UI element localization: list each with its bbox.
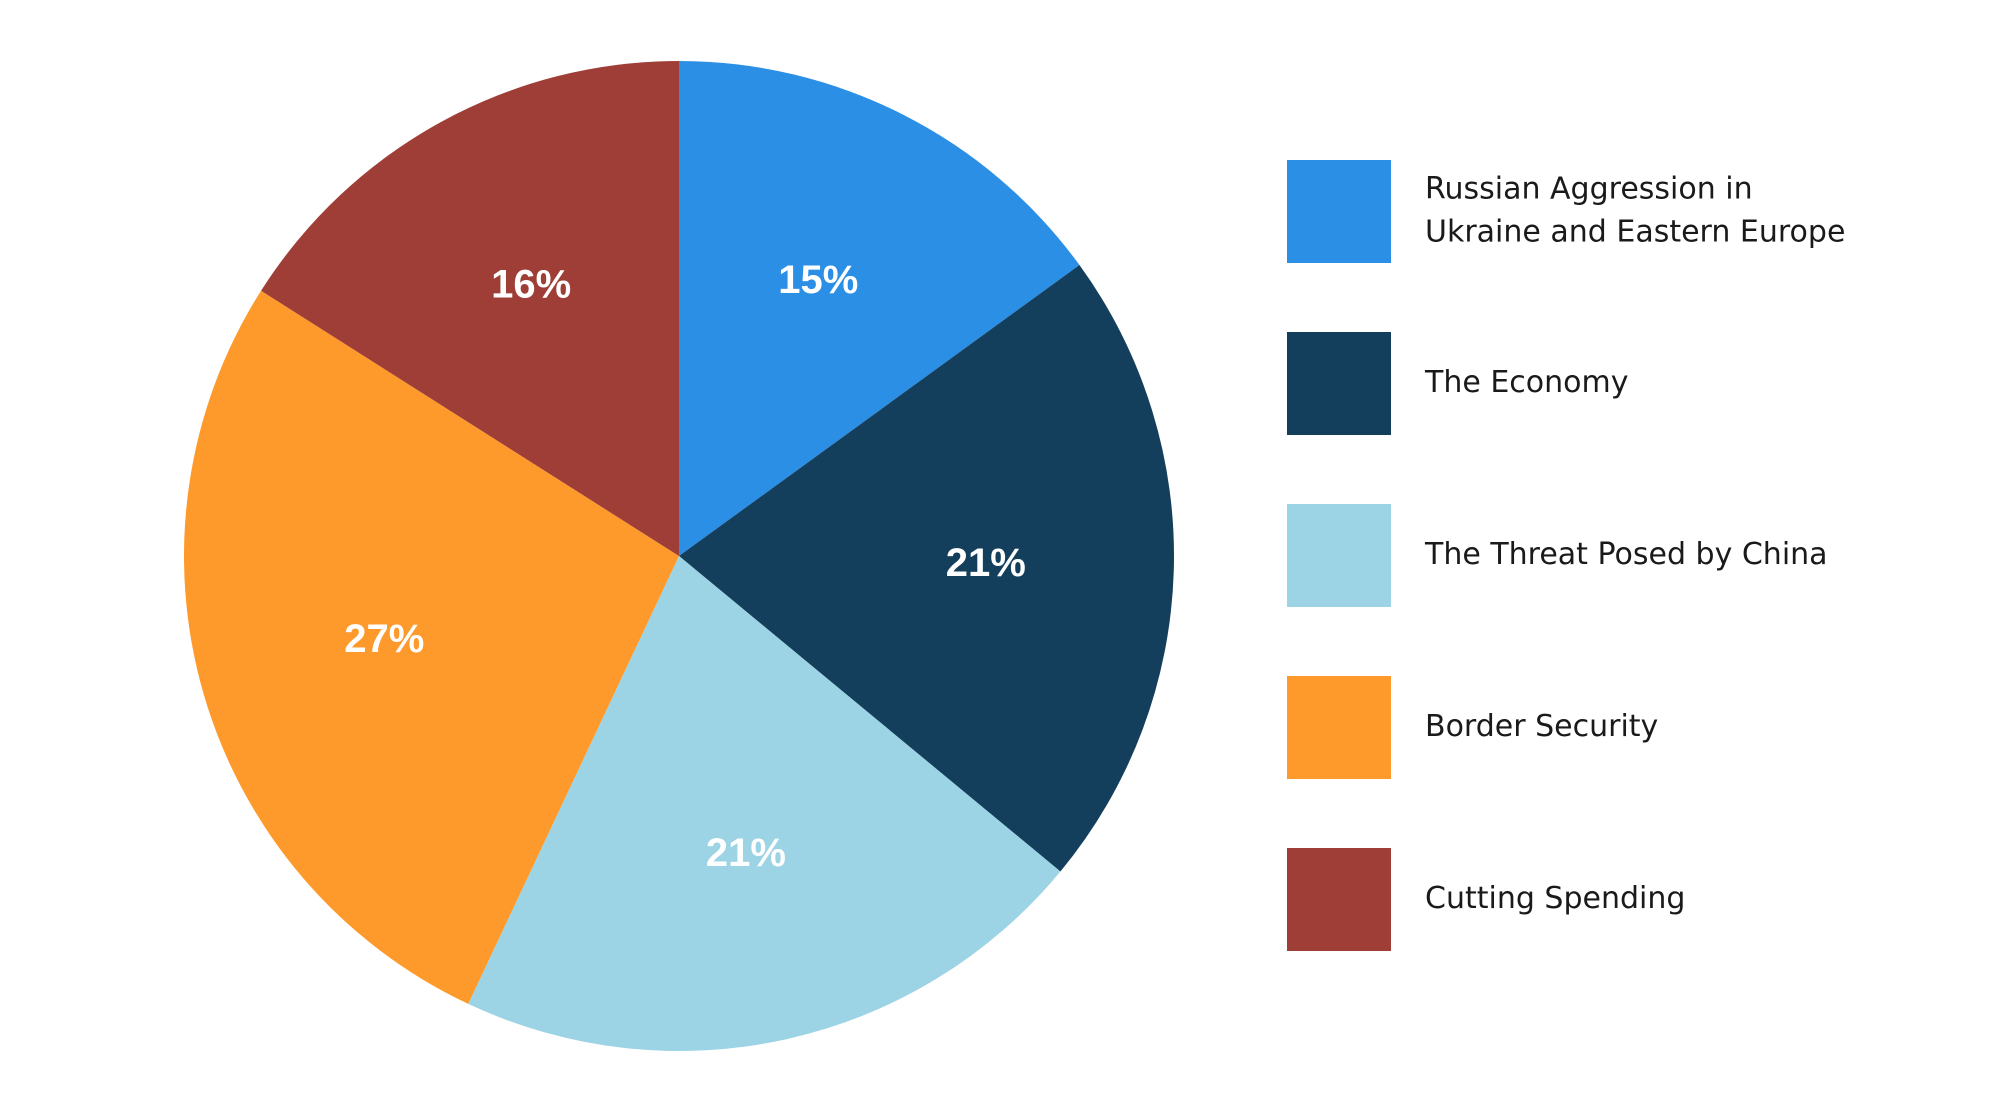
pie-slice [468,556,1061,1051]
legend-label: The Threat Posed by China [1424,537,1828,572]
pie-slice [183,290,679,1004]
legend-label: Border Security [1425,709,1658,744]
legend-swatch [1287,504,1391,607]
legend-swatch [1287,160,1391,263]
pie-slice [679,61,1080,556]
legend-label: Russian Aggression in [1425,172,1753,207]
legend-label: Cutting Spending [1425,881,1685,916]
legend-swatch [1287,676,1391,779]
legend-entry: Border Security [1287,676,1658,779]
legend-label: The Economy [1424,365,1628,400]
slice-value-label: 21% [706,831,786,875]
legend: Russian Aggression in Ukraine and Eastern… [1287,160,1845,951]
pie-slice [261,61,679,556]
slice-value-label: 16% [491,263,571,307]
pie: 15% 21% 21% 27% 16% [183,61,1174,1051]
legend-swatch [1287,848,1391,951]
slice-value-label: 27% [344,617,424,661]
legend-entry: The Economy [1287,332,1628,435]
legend-entry: Russian Aggression in Ukraine and Eastern… [1287,160,1845,263]
legend-entry: The Threat Posed by China [1287,504,1828,607]
legend-label: Ukraine and Eastern Europe [1425,215,1845,250]
slice-value-label: 21% [946,541,1026,585]
legend-swatch [1287,332,1391,435]
pie-slice [679,265,1174,872]
slice-value-label: 15% [778,258,858,302]
legend-entry: Cutting Spending [1287,848,1685,951]
